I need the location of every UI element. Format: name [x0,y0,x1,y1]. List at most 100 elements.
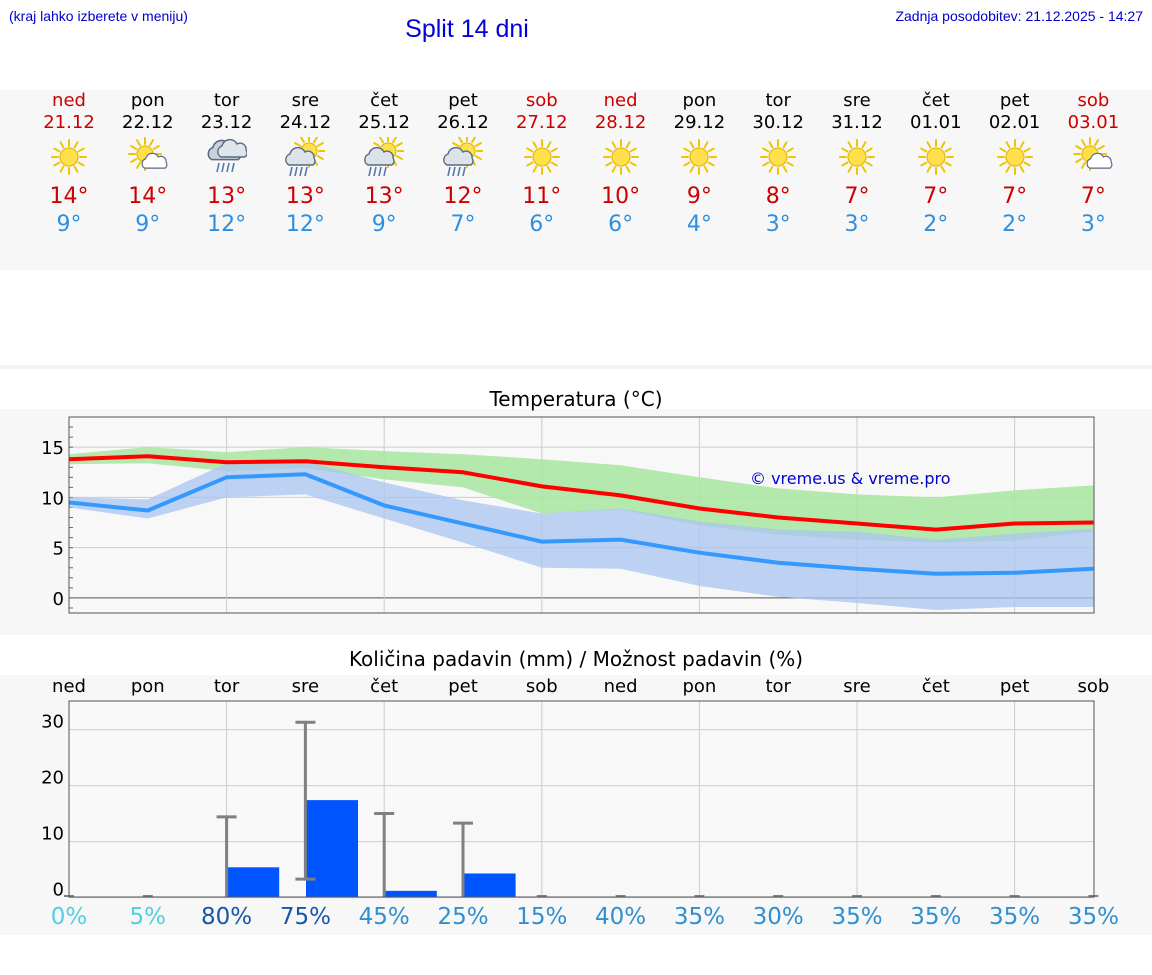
last-update: Zadnja posodobitev: 21.12.2025 - 14:27 [895,8,1143,24]
sun-icon [760,139,797,175]
min-temperature: 9° [135,212,161,237]
max-temperature: 14° [49,184,89,209]
rain-cloud-icon [207,138,247,173]
max-temperature: 7° [844,184,870,209]
precipitation-day-label: sob [1077,676,1110,697]
precipitation-day-label: tor [765,676,791,697]
forecast-day: sre 24.12 13° 12° [265,90,345,239]
min-temperature: 12° [285,212,325,237]
min-temperature: 4° [686,212,712,237]
precipitation-probability: 45% [358,904,410,930]
y-tick-label: 0 [53,880,64,901]
day-name: sob [1077,90,1110,111]
precipitation-probability: 35% [831,904,883,930]
min-temperature: 2° [1002,212,1028,237]
forecast-day: čet 25.12 13° 9° [344,90,424,239]
max-temperature: 13° [285,184,325,209]
day-date: 31.12 [831,112,883,133]
max-temperature: 13° [207,184,247,209]
forecast-day: sre 31.12 7° 3° [817,90,897,239]
section-divider [0,365,1152,369]
precipitation-bar [306,800,358,897]
y-tick-label: 30 [41,712,64,733]
day-date: 02.01 [988,112,1041,133]
precipitation-probability: 35% [910,904,962,930]
precipitation-day-label: ned [603,676,638,697]
forecast-day: pet 02.01 7° 2° [975,90,1055,239]
day-date: 30.12 [752,112,804,133]
precipitation-probability: 80% [201,904,253,930]
precipitation-probability: 35% [989,904,1041,930]
sun-cloud-icon [127,137,168,171]
max-temperature: 9° [686,184,712,209]
min-temperature: 3° [1080,212,1106,237]
precipitation-day-label: pet [999,676,1030,697]
sun-icon [681,139,718,175]
day-date: 25.12 [358,112,410,133]
sun-icon [839,139,875,175]
precipitation-day-label: sre [843,676,871,697]
min-temperature-line [68,472,1094,576]
forecast-day: tor 23.12 13° 12° [187,90,267,239]
page-title: Split 14 dni [405,15,529,43]
day-date: 29.12 [673,112,726,133]
precipitation-day-label: sob [525,676,558,697]
forecast-day: pon 22.12 14° 9° [108,90,188,239]
precipitation-chart-title: Količina padavin (mm) / Možnost padavin … [348,647,804,671]
day-date: 24.12 [279,112,332,133]
max-temperature: 7° [923,184,949,209]
max-temperature: 11° [522,184,562,209]
precipitation-bar [463,873,516,897]
day-name: čet [921,90,950,111]
precipitation-probability: 35% [673,904,725,930]
day-name: tor [765,90,791,111]
y-tick-label: 5 [53,539,64,560]
temperature-chart-title: Temperatura (°C) [489,387,663,411]
precipitation-day-label: tor [213,676,240,697]
precipitation-day-label: čet [370,676,399,697]
precipitation-probability: 75% [279,904,331,930]
day-name: pet [448,90,478,111]
min-temperature: 2° [923,212,949,237]
sun-rain-icon [364,137,405,177]
precipitation-day-label: pon [130,676,165,697]
sun-icon [602,139,639,175]
day-name: pon [682,90,717,111]
precipitation-day-label: pon [682,676,717,697]
y-tick-label: 15 [41,438,64,459]
precipitation-day-label: sre [291,676,320,697]
plot-area [69,701,1094,897]
min-temperature: 6° [608,212,634,237]
location-hint: (kraj lahko izberete v meniju) [9,8,188,24]
plot-border [68,700,1095,898]
precipitation-day-label: čet [921,676,950,697]
precipitation-day-label: ned [52,676,86,697]
sun-cloud-icon [1073,137,1113,171]
min-temperature: 6° [529,212,555,237]
day-date: 28.12 [594,112,647,133]
forecast-day: čet 01.01 7° 2° [896,90,976,239]
day-date: 23.12 [200,112,253,133]
min-temperature-range [69,461,1094,610]
day-name: ned [52,90,86,111]
forecast-day: ned 21.12 14° 9° [29,90,109,239]
day-name: pon [130,90,165,111]
min-temperature: 3° [765,212,791,237]
sun-icon [917,139,954,175]
y-tick-label: 20 [41,768,64,789]
day-name: sob [525,90,558,111]
precipitation-probability: 5% [129,904,167,930]
day-name: čet [370,90,399,111]
min-temperature: 12° [207,212,247,237]
max-temperature: 8° [765,184,791,209]
precipitation-probability: 30% [752,904,804,930]
y-tick-label: 10 [41,824,64,845]
sun-icon [523,139,560,175]
precipitation-bar [384,890,437,897]
forecast-day: tor 30.12 8° 3° [738,90,818,239]
day-name: tor [213,90,240,111]
day-name: pet [999,90,1030,111]
sun-icon [51,139,87,175]
day-date: 03.01 [1067,112,1120,133]
